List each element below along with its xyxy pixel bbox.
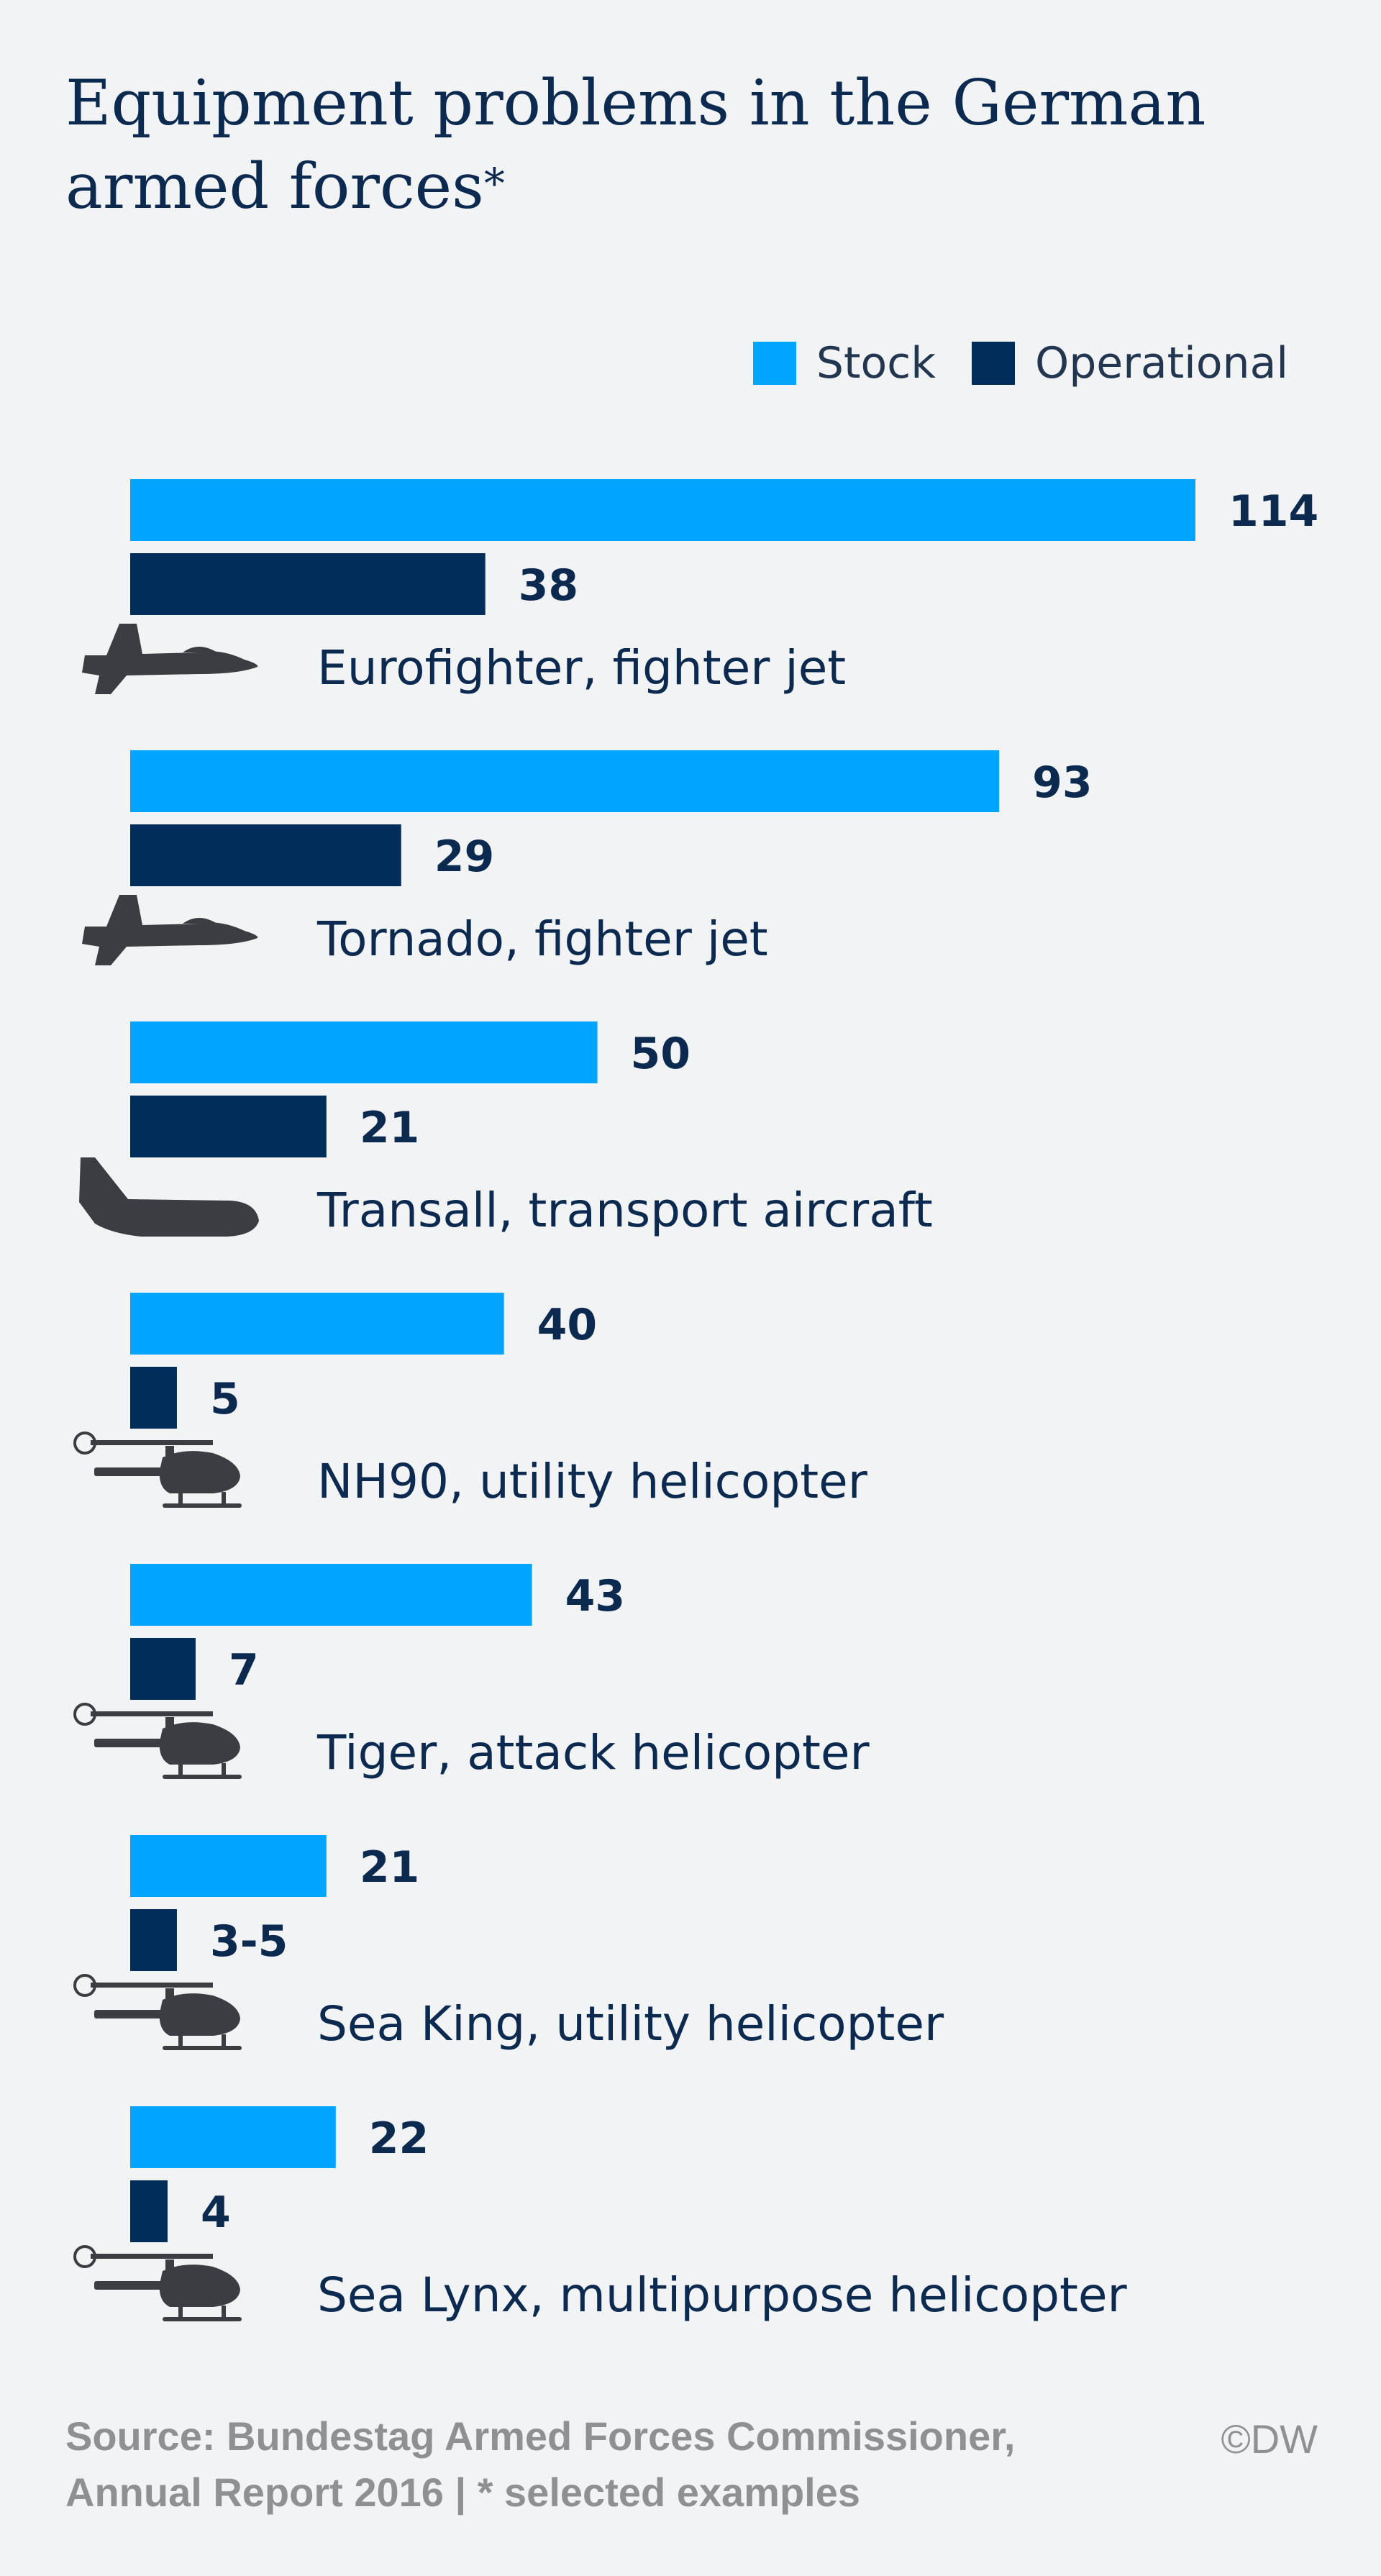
category-label-transall: Transall, transport aircraft [316,1183,933,1238]
bar-group-sea-king: 21 3-5 Sea King, utility helicopter [73,1835,944,2052]
category-label-eurofighter: Eurofighter, fighter jet [317,640,846,696]
legend-label-operational: Operational [1034,338,1288,388]
data-label-stock-sea-king: 21 [360,1842,420,1893]
title-footnote-mark: * [483,159,505,208]
source-note: Source: Bundestag Armed Forces Commissio… [65,2408,1144,2521]
bar-group-transall: 50 21 Transall, transport aircraft [79,1021,933,1238]
bar-stock-transall [130,1021,598,1083]
transport-aircraft-icon [79,1157,259,1237]
helicopter-icon [73,2245,242,2321]
source-line-2: Annual Report 2016 | * selected examples [65,2470,861,2515]
data-label-stock-tornado: 93 [1032,757,1093,808]
category-label-tiger: Tiger, attack helicopter [316,1725,870,1780]
data-label-stock-sea-lynx: 22 [369,2113,429,2164]
data-label-operational-nh90: 5 [210,1374,240,1424]
bar-group-nh90: 40 5 NH90, utility helicopter [73,1293,868,1509]
source-line-1: Source: Bundestag Armed Forces Commissio… [65,2413,1016,2459]
fighter-jet-icon [82,895,258,965]
helicopter-icon [73,1432,242,1508]
helicopter-icon [73,1703,242,1779]
category-label-sea-king: Sea King, utility helicopter [317,1996,944,2052]
bar-operational-transall [130,1096,327,1157]
category-label-tornado: Tornado, fighter jet [316,911,768,967]
data-label-operational-transall: 21 [360,1103,420,1153]
chart-title: Equipment problems in the German armed f… [65,61,1288,228]
chart-title-text: Equipment problems in the German armed f… [65,66,1206,223]
bar-operational-tiger [130,1638,196,1700]
legend-item-stock: Stock [752,338,936,388]
data-label-operational-eurofighter: 38 [519,560,579,611]
bar-operational-nh90 [130,1367,177,1429]
bar-stock-sea-king [130,1835,327,1897]
category-label-nh90: NH90, utility helicopter [317,1454,868,1509]
fighter-jet-icon [82,624,258,694]
data-label-operational-tiger: 7 [229,1645,259,1696]
legend-swatch-stock [752,342,796,385]
bar-group-tiger: 43 7 Tiger, attack helicopter [73,1564,870,1780]
bar-group-tornado: 93 29 Tornado, fighter jet [82,750,1093,967]
bar-stock-nh90 [130,1293,504,1355]
legend-label-stock: Stock [816,338,936,388]
legend-swatch-operational [971,342,1015,385]
bar-operational-eurofighter [130,553,486,615]
data-label-operational-sea-king: 3-5 [210,1916,288,1967]
data-label-operational-tornado: 29 [434,832,495,882]
data-label-stock-tiger: 43 [565,1571,626,1621]
helicopter-icon [73,1974,242,2050]
bar-group-eurofighter: 114 38 Eurofighter, fighter jet [82,479,1318,696]
copyright-credit: ©DW [1221,2416,1318,2462]
bar-stock-sea-lynx [130,2106,336,2168]
bar-stock-tiger [130,1564,532,1626]
bar-operational-tornado [130,824,401,886]
data-label-stock-eurofighter: 114 [1229,486,1318,537]
legend: Stock Operational [717,338,1288,388]
bar-stock-eurofighter [130,479,1195,541]
bar-stock-tornado [130,750,1000,812]
data-label-stock-transall: 50 [631,1029,691,1079]
legend-item-operational: Operational [971,338,1288,388]
bar-operational-sea-king [130,1909,177,1971]
category-label-sea-lynx: Sea Lynx, multipurpose helicopter [317,2267,1127,2323]
data-label-operational-sea-lynx: 4 [201,2188,231,2238]
data-label-stock-nh90: 40 [537,1300,598,1350]
bar-operational-sea-lynx [130,2180,168,2242]
bar-group-sea-lynx: 22 4 Sea Lynx, multipurpose helicopter [73,2106,1127,2323]
